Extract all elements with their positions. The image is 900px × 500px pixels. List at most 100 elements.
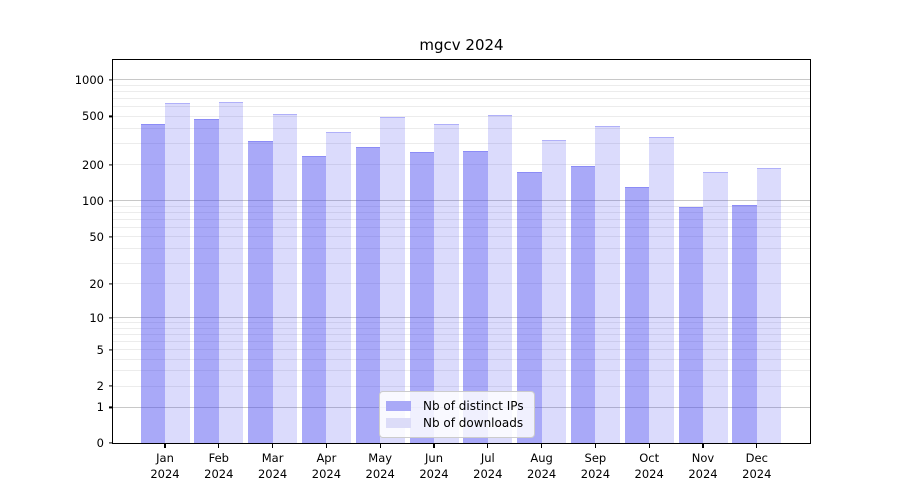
y-tick-label: 100 [82, 193, 104, 208]
x-tick-mark [272, 443, 274, 448]
x-tick-label-jun: Jun 2024 [419, 451, 449, 481]
x-tick-label-apr: Apr 2024 [311, 451, 342, 481]
x-tick-label-jan: Jan 2024 [150, 451, 180, 481]
legend-item-downloads: Nb of downloads [386, 415, 524, 433]
bar-ips-oct [624, 187, 650, 443]
y-tick-mark [108, 115, 113, 117]
gridline-minor [113, 349, 810, 351]
gridline-minor [113, 340, 810, 342]
bar-downloads-mar [272, 114, 298, 443]
gridline-major [113, 79, 810, 81]
bar-ips-may [355, 147, 381, 443]
y-tick-mark [108, 163, 113, 166]
x-tick-mark [648, 443, 650, 448]
y-tick-label: 20 [89, 276, 104, 291]
gridline-minor [113, 115, 810, 117]
bar-ips-sep [570, 166, 596, 443]
y-tick-mark [108, 282, 113, 285]
bar-downloads-sep [595, 126, 620, 443]
bar-downloads-oct [649, 136, 674, 443]
gridline-minor [113, 205, 810, 207]
y-tick-label: 500 [82, 109, 104, 124]
gridline-minor [113, 327, 810, 329]
gridline-minor [113, 262, 810, 264]
bar-downloads-jan [165, 103, 190, 443]
bar-downloads-dec [756, 168, 782, 443]
x-tick-label-may: May 2024 [365, 451, 395, 481]
gridline-minor [113, 247, 810, 249]
y-tick-mark [108, 406, 113, 409]
y-tick-label: 10 [89, 310, 104, 325]
x-tick-mark [164, 443, 166, 448]
x-tick-mark [379, 443, 381, 448]
bar-downloads-aug [541, 140, 567, 443]
x-tick-label-jul: Jul 2024 [473, 451, 503, 481]
x-tick-mark [218, 443, 220, 448]
gridline-minor [113, 98, 810, 100]
x-tick-mark [702, 443, 704, 448]
y-tick-mark [108, 385, 113, 387]
x-tick-mark [487, 443, 489, 448]
gridline-minor [113, 322, 810, 324]
x-tick-label-nov: Nov 2024 [688, 451, 718, 481]
y-tick-label: 2 [96, 379, 104, 394]
legend: Nb of distinct IPs Nb of downloads [379, 391, 535, 438]
gridline-minor [113, 370, 810, 372]
bar-downloads-jul [487, 114, 513, 443]
x-tick-mark [541, 443, 543, 448]
bar-downloads-nov [703, 172, 728, 443]
plot-area: Nb of distinct IPs Nb of downloads [113, 60, 810, 443]
bar-ips-apr [301, 156, 327, 443]
y-tick-label: 200 [82, 157, 104, 172]
x-tick-mark [756, 443, 758, 448]
gridline-minor [113, 385, 810, 387]
chart-title: mgcv 2024 [419, 36, 504, 54]
bar-downloads-may [380, 116, 405, 443]
legend-swatch-ips [386, 400, 411, 411]
bar-ips-jan [140, 124, 165, 443]
y-tick-label: 0 [96, 436, 104, 450]
x-tick-label-dec: Dec 2024 [742, 451, 772, 481]
y-tick-label: 50 [89, 229, 104, 244]
bar-downloads-apr [326, 132, 351, 443]
x-tick-mark [594, 443, 596, 448]
bar-downloads-jun [434, 123, 459, 443]
gridline-minor [113, 333, 810, 335]
gridline-minor [113, 218, 810, 220]
gridline-minor [113, 226, 810, 228]
legend-label-ips: Nb of distinct IPs [423, 398, 524, 413]
bar-ips-mar [248, 141, 273, 443]
gridline-minor [113, 358, 810, 360]
legend-item-distinct-ips: Nb of distinct IPs [386, 397, 524, 415]
gridline-minor [113, 283, 810, 285]
x-tick-label-sep: Sep 2024 [580, 451, 611, 481]
y-tick-label: 1 [96, 400, 104, 415]
legend-swatch-downloads [386, 418, 411, 429]
y-tick-mark [108, 200, 113, 202]
gridline-major [113, 200, 810, 202]
x-tick-mark [433, 443, 435, 448]
y-tick-mark [108, 317, 113, 319]
bar-ips-dec [732, 205, 757, 443]
bar-ips-nov [678, 206, 703, 443]
gridline-minor [113, 106, 810, 108]
y-tick-mark [108, 442, 113, 444]
gridline-minor [113, 127, 810, 129]
gridline-minor [113, 211, 810, 213]
x-tick-label-feb: Feb 2024 [204, 451, 234, 481]
y-tick-label: 1000 [74, 72, 104, 87]
bar-ips-feb [194, 118, 219, 443]
x-tick-label-mar: Mar 2024 [257, 451, 288, 481]
y-tick-mark [108, 236, 113, 238]
x-tick-mark [325, 443, 327, 448]
gridline-minor [113, 236, 810, 238]
y-tick-mark [108, 79, 113, 81]
legend-label-downloads: Nb of downloads [423, 416, 524, 431]
x-tick-label-oct: Oct 2024 [634, 451, 664, 481]
bar-downloads-feb [218, 102, 244, 443]
gridline-minor [113, 84, 810, 86]
gridline-major [113, 317, 810, 319]
gridline-minor [113, 164, 810, 166]
y-tick-label: 5 [96, 342, 104, 357]
